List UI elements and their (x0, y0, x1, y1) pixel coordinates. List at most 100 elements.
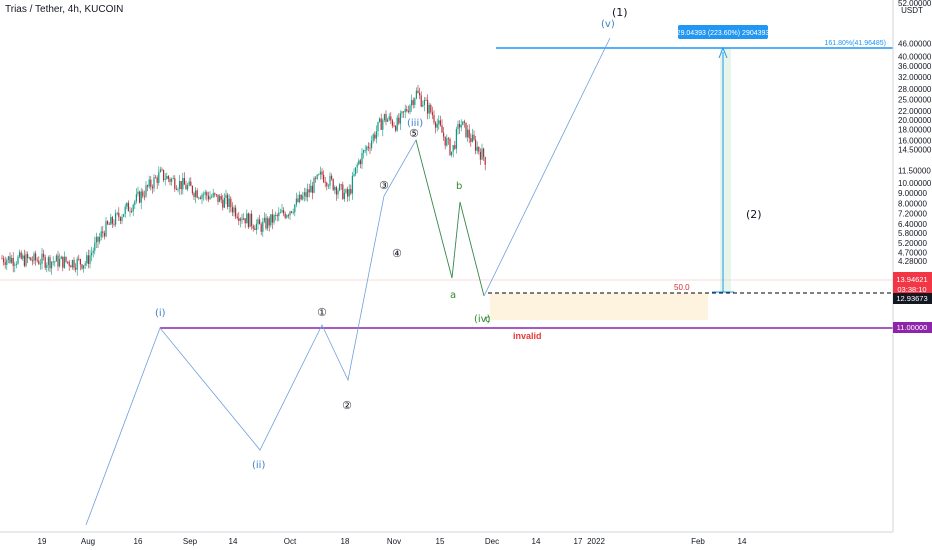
y-tick-label: 4.70000 (898, 248, 927, 257)
candle-body (246, 213, 248, 224)
candle-body (11, 258, 13, 263)
x-tick-label: 17 (574, 537, 583, 546)
candle-body (219, 196, 221, 202)
wave-2-label: (2) (746, 208, 762, 221)
candle-body (327, 185, 329, 187)
candle-body (358, 160, 360, 165)
x-tick-label: 14 (532, 537, 541, 546)
y-tick-label: 36.00000 (898, 62, 932, 71)
candle-body (75, 267, 77, 270)
candle-body (303, 192, 305, 196)
candle-body (473, 134, 475, 140)
candle-body (439, 120, 441, 126)
price-tag-invalid-bg (893, 322, 932, 333)
candle-body (483, 148, 485, 158)
y-tick-label: 8.00000 (898, 200, 927, 209)
candle-body (316, 174, 318, 179)
price-tag-invalid: 11.00000 (897, 323, 928, 332)
candle-body (380, 118, 382, 130)
wave-i-label: (i) (155, 308, 166, 319)
candle-body (412, 100, 414, 105)
wave-circle-4-label: ④ (392, 247, 402, 260)
candle-body (105, 221, 107, 237)
candle-body (399, 113, 401, 124)
candle-body (447, 138, 449, 140)
candle-body (124, 206, 126, 215)
candle-body (81, 264, 83, 269)
candle-body (201, 194, 203, 199)
candle-body (471, 134, 473, 142)
candle-body (79, 259, 81, 265)
wave-abc-line (415, 139, 485, 297)
candle-body (215, 194, 217, 196)
candle-body (435, 122, 437, 128)
candle-body (436, 123, 438, 128)
y-tick-label: 28.00000 (898, 85, 932, 94)
candle-body (451, 151, 453, 155)
candle-body (299, 194, 301, 202)
price-tag-countdown: 03:38:10 (897, 285, 926, 294)
candle-body (6, 259, 8, 265)
candle-body (156, 177, 158, 183)
candle-body (425, 100, 427, 101)
candle-body (271, 214, 273, 223)
candle-body (374, 134, 376, 139)
wave-c-label: c (485, 314, 491, 325)
candle-body (335, 187, 337, 195)
candle-body (350, 189, 352, 194)
candle-body (65, 256, 67, 262)
candle-body (345, 189, 347, 193)
candle-body (268, 218, 270, 226)
support-zone (490, 293, 708, 320)
candle-body (468, 129, 470, 139)
candle-body (249, 213, 251, 228)
candle-body (265, 217, 267, 229)
candle-body (281, 210, 283, 213)
candle-body (142, 191, 144, 197)
candle-body (84, 263, 86, 266)
candle-body (430, 105, 432, 113)
wave-circle-5-label: ⑤ (409, 127, 419, 140)
candle-body (267, 218, 269, 229)
candle-body (484, 157, 486, 165)
candle-body (175, 188, 177, 190)
candle-body (428, 105, 430, 114)
candle-body (1, 258, 3, 260)
candle-body (289, 211, 291, 216)
y-tick-label: 46.00000 (898, 40, 932, 49)
candle-body (239, 218, 241, 221)
candle-body (174, 178, 176, 189)
candle-body (324, 182, 326, 183)
candle-body (113, 223, 115, 225)
candle-body (228, 198, 230, 207)
wave-iv-label: (iv) (474, 314, 491, 325)
candle-body (407, 111, 409, 113)
candle-body (260, 224, 262, 232)
candle-body (4, 262, 6, 265)
candle-body (62, 256, 64, 268)
candle-body (419, 93, 421, 96)
candle-body (452, 145, 454, 152)
candle-body (17, 256, 19, 264)
candle-body (7, 256, 9, 260)
candle-body (20, 252, 22, 259)
x-tick-label: 14 (738, 537, 747, 546)
y-tick-label: 10.00000 (898, 179, 932, 188)
candle-body (166, 176, 168, 180)
wave-iii-label: (iii) (407, 118, 423, 129)
candle-body (225, 194, 227, 198)
y-tick-label: 18.00000 (898, 126, 932, 135)
price-tag-high: 13.94621 (896, 275, 927, 284)
wave-ii-label: (ii) (252, 460, 265, 471)
candle-body (97, 236, 99, 242)
candle-body (147, 185, 149, 187)
candle-body (25, 254, 27, 266)
candle-body (403, 111, 405, 113)
candle-body (356, 164, 358, 168)
candle-body (283, 210, 285, 214)
candle-body (207, 195, 209, 200)
candle-body (444, 136, 446, 146)
x-tick-label: 2022 (587, 537, 605, 546)
